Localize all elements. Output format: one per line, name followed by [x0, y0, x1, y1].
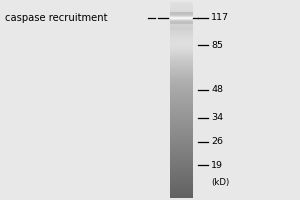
Text: 34: 34: [211, 114, 223, 122]
Text: 85: 85: [211, 40, 223, 49]
Text: 48: 48: [211, 86, 223, 95]
Text: 117: 117: [211, 14, 229, 22]
Text: 19: 19: [211, 160, 223, 170]
Text: 26: 26: [211, 138, 223, 146]
Text: caspase recruitment: caspase recruitment: [5, 13, 107, 23]
Text: (kD): (kD): [211, 178, 229, 188]
